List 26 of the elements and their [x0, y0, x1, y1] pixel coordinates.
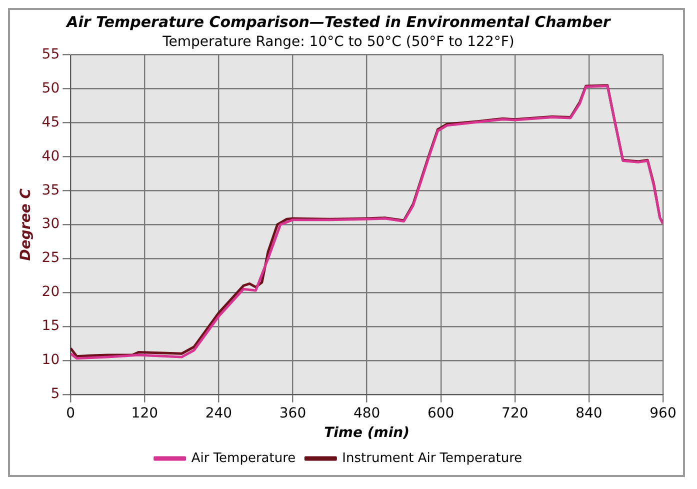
y-tick-label: 10	[42, 352, 60, 368]
y-tick-label: 5	[50, 386, 60, 402]
y-tick-label: 30	[42, 216, 60, 232]
x-tick-label: 720	[502, 405, 528, 422]
x-tick-label: 360	[279, 405, 306, 422]
y-tick-label: 40	[42, 148, 60, 164]
y-tick-label: 20	[42, 284, 60, 300]
chart-title: Air Temperature Comparison—Tested in Environmental Chamber	[66, 12, 612, 31]
y-tick-label: 45	[42, 114, 60, 130]
y-tick-label: 15	[42, 318, 60, 334]
x-tick-label: 960	[650, 405, 676, 422]
x-tick-label: 0	[66, 405, 76, 422]
y-tick-label: 55	[42, 46, 60, 62]
x-axis-title: Time (min)	[324, 425, 410, 442]
x-tick-label: 240	[205, 405, 232, 422]
y-tick-label: 25	[42, 250, 60, 266]
y-tick-label: 35	[42, 182, 60, 198]
legend-label: Instrument Air Temperature	[342, 450, 522, 466]
x-tick-label: 600	[427, 405, 454, 422]
legend-label: Air Temperature	[191, 450, 296, 466]
x-tick-label: 120	[131, 405, 158, 422]
y-axis-title: Degree C	[18, 188, 34, 261]
x-tick-label: 480	[353, 405, 380, 422]
x-tick-label: 840	[576, 405, 602, 422]
chart-subtitle: Temperature Range: 10°C to 50°C (50°F to 122°F)	[162, 34, 514, 50]
y-tick-label: 50	[42, 80, 60, 96]
